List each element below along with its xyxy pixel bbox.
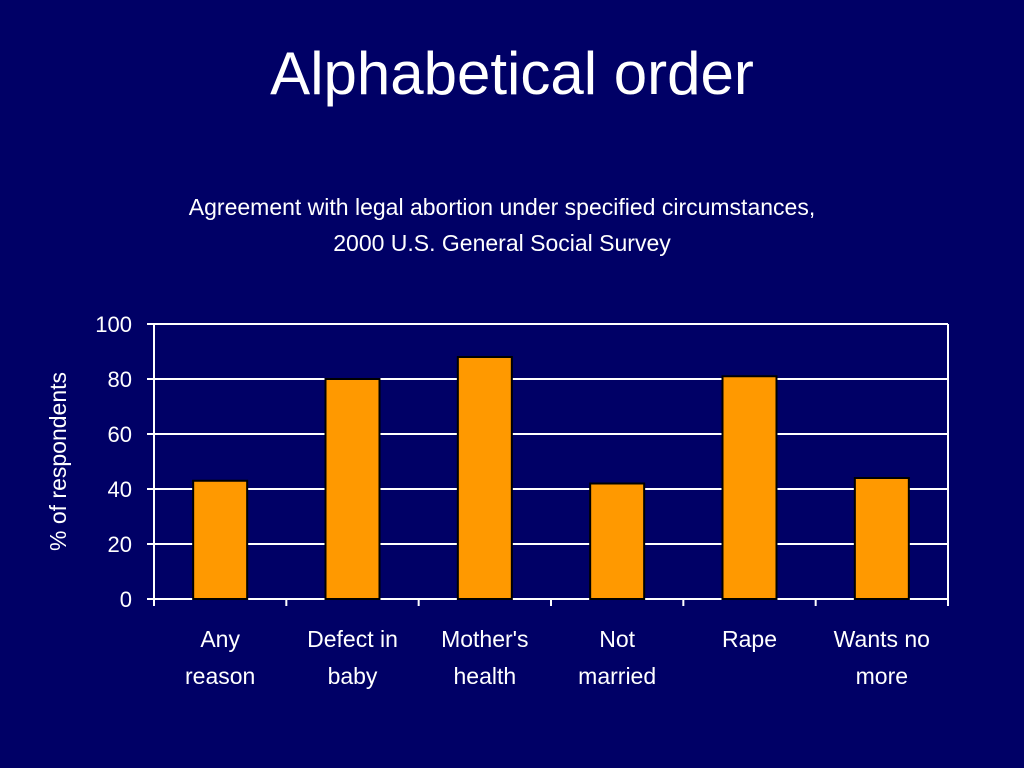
x-tick-label-0-1: reason: [185, 663, 255, 689]
y-tick-label-20: 20: [108, 532, 132, 557]
bar-0: [192, 479, 249, 600]
x-tick-label-5-1: more: [856, 663, 908, 689]
x-tick-label-2-1: health: [453, 663, 516, 689]
bar-2: [456, 356, 513, 600]
y-tick-label-40: 40: [108, 477, 132, 502]
x-tick-label-1-1: baby: [328, 663, 378, 689]
y-tick-label-80: 80: [108, 367, 132, 392]
x-tick-label-5-0: Wants no: [834, 626, 930, 652]
y-tick-label-60: 60: [108, 422, 132, 447]
bar-3: [589, 482, 646, 600]
bar-1: [324, 378, 381, 600]
y-tick-label-0: 0: [120, 587, 132, 612]
bar-5: [853, 477, 910, 600]
x-tick-label-2-0: Mother's: [441, 626, 528, 652]
x-tick-label-3-1: married: [578, 663, 656, 689]
x-tick-label-4-0: Rape: [722, 626, 777, 652]
y-tick-label-100: 100: [95, 312, 132, 337]
slide-title: Alphabetical order: [270, 40, 754, 107]
x-tick-label-0-0: Any: [200, 626, 240, 652]
x-tick-label-3-0: Not: [599, 626, 635, 652]
y-axis-label: % of respondents: [45, 372, 71, 551]
chart-title-line-1: Agreement with legal abortion under spec…: [188, 194, 816, 220]
bar-4: [721, 375, 778, 600]
x-tick-label-1-0: Defect in: [307, 626, 398, 652]
chart-title-line-2: 2000 U.S. General Social Survey: [333, 230, 671, 256]
